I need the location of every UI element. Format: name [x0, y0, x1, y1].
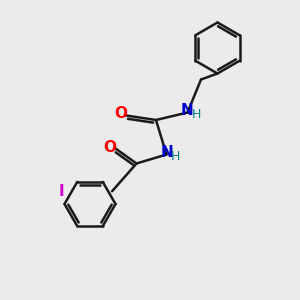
Text: H: H [171, 149, 180, 163]
Text: N: N [160, 145, 173, 160]
Text: H: H [192, 108, 201, 122]
Text: N: N [181, 103, 194, 118]
Text: I: I [59, 184, 65, 199]
Text: O: O [103, 140, 117, 154]
Text: O: O [114, 106, 127, 122]
